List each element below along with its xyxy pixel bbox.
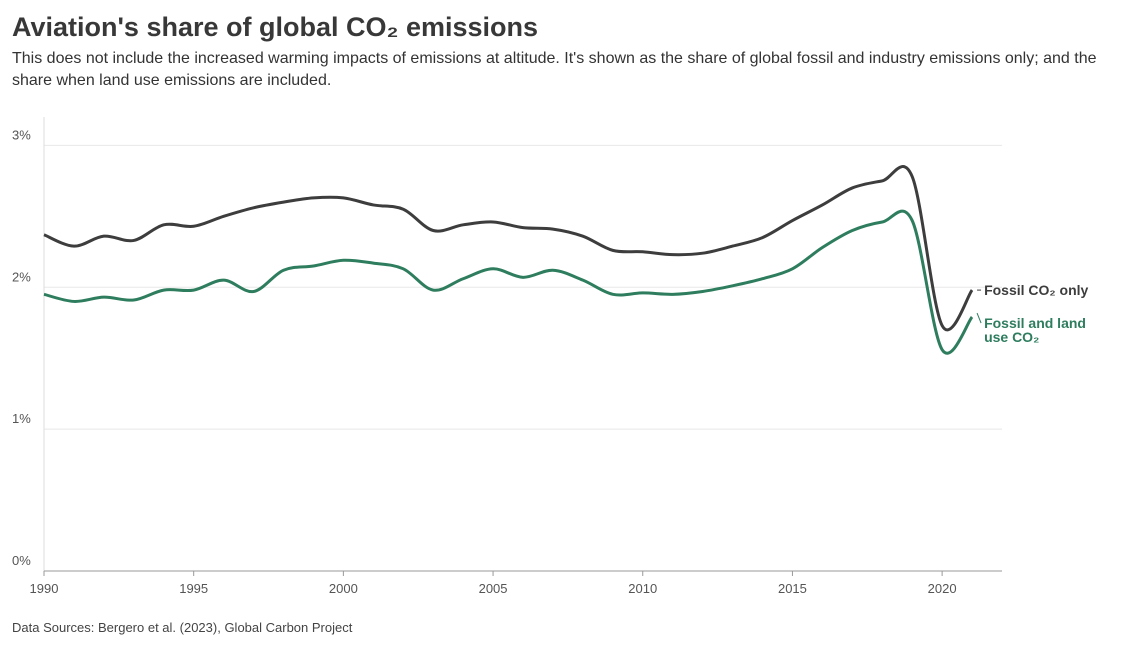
chart-subtitle: This does not include the increased warm… bbox=[12, 50, 1097, 89]
x-tick-label: 1995 bbox=[179, 581, 208, 596]
chart-title: Aviation's share of global CO₂ emissions bbox=[12, 12, 539, 42]
x-tick-label: 2010 bbox=[628, 581, 657, 596]
series-label: Fossil and land use CO₂ bbox=[984, 315, 1086, 346]
label-connector bbox=[976, 312, 982, 324]
y-tick-label: 3% bbox=[12, 127, 31, 142]
x-tick-label: 2000 bbox=[329, 581, 358, 596]
series-line bbox=[43, 165, 974, 332]
y-tick-label: 1% bbox=[12, 411, 31, 426]
series-line bbox=[43, 209, 974, 355]
x-tick-label: 2020 bbox=[928, 581, 957, 596]
x-tick-label: 2015 bbox=[778, 581, 807, 596]
series-label: Fossil CO₂ only bbox=[984, 282, 1089, 299]
x-tick-label: 1990 bbox=[30, 581, 59, 596]
x-tick-label: 2005 bbox=[479, 581, 508, 596]
source-note: Data Sources: Bergero et al. (2023), Glo… bbox=[12, 620, 353, 635]
y-tick-label: 2% bbox=[12, 269, 31, 284]
y-tick-label: 0% bbox=[12, 553, 31, 568]
